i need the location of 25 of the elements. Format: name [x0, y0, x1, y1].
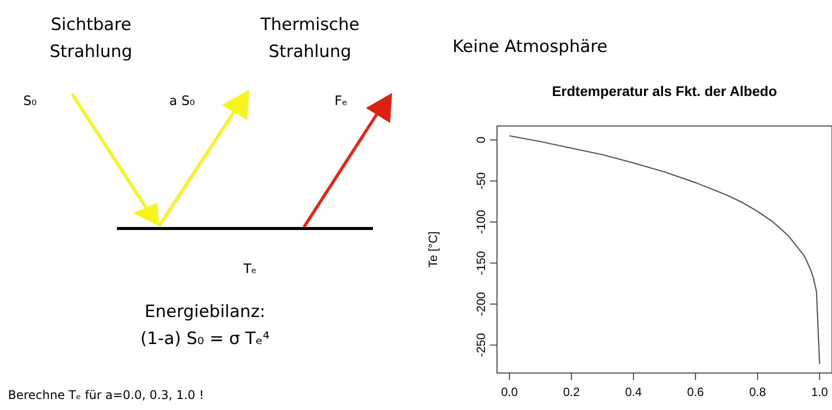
y-tick-label: 0: [474, 136, 488, 144]
text: a S₀: [169, 94, 195, 109]
text: Sichtbare Strahlung: [50, 15, 132, 62]
x-tick-label: 0.4: [625, 385, 642, 399]
y-tick-label: -150: [474, 250, 488, 276]
y-tick-label: -50: [474, 172, 488, 190]
x-tick-label: 0.6: [687, 385, 704, 399]
x-tick-label: 0.8: [749, 385, 766, 399]
x-tick-label: 0.0: [501, 385, 518, 399]
line-series: [508, 135, 820, 365]
chart-title: Erdtemperatur als Fkt. der Albedo: [552, 83, 778, 99]
x-tick-label: 0.2: [563, 385, 580, 399]
text: Fₑ: [334, 94, 348, 109]
text: Energiebilanz:: [144, 302, 266, 322]
text: S₀: [23, 94, 37, 109]
y-tick-label: -100: [474, 210, 488, 234]
y-tick-label: -250: [474, 332, 488, 358]
y-tick-label: -200: [474, 292, 488, 316]
text: Berechne Tₑ für a=0.0, 0.3, 1.0 !: [8, 388, 204, 402]
text: Keine Atmosphäre: [452, 37, 608, 57]
text: Thermische Strahlung: [259, 15, 360, 62]
text: Tₑ: [242, 262, 257, 277]
y-axis-title: Te [°C]: [426, 231, 440, 268]
text: (1-a) S₀ = σ Tₑ⁴: [140, 329, 270, 349]
x-tick-label: 1.0: [811, 385, 828, 399]
